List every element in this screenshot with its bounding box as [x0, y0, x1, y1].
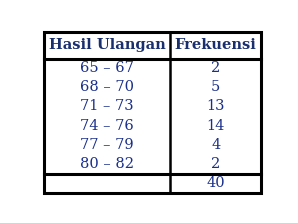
Text: 71 – 73: 71 – 73: [80, 99, 134, 114]
Text: 74 – 76: 74 – 76: [80, 119, 134, 133]
Text: 2: 2: [211, 61, 220, 75]
Text: 77 – 79: 77 – 79: [80, 138, 134, 152]
Text: 5: 5: [211, 80, 220, 94]
Text: 2: 2: [211, 157, 220, 171]
Text: Frekuensi: Frekuensi: [175, 38, 257, 52]
Text: 68 – 70: 68 – 70: [80, 80, 134, 94]
Text: 65 – 67: 65 – 67: [80, 61, 134, 75]
Text: 80 – 82: 80 – 82: [80, 157, 134, 171]
Text: Hasil Ulangan: Hasil Ulangan: [49, 38, 165, 52]
Text: 40: 40: [206, 176, 225, 190]
Text: 13: 13: [207, 99, 225, 114]
Text: 4: 4: [211, 138, 220, 152]
Text: 14: 14: [207, 119, 225, 133]
